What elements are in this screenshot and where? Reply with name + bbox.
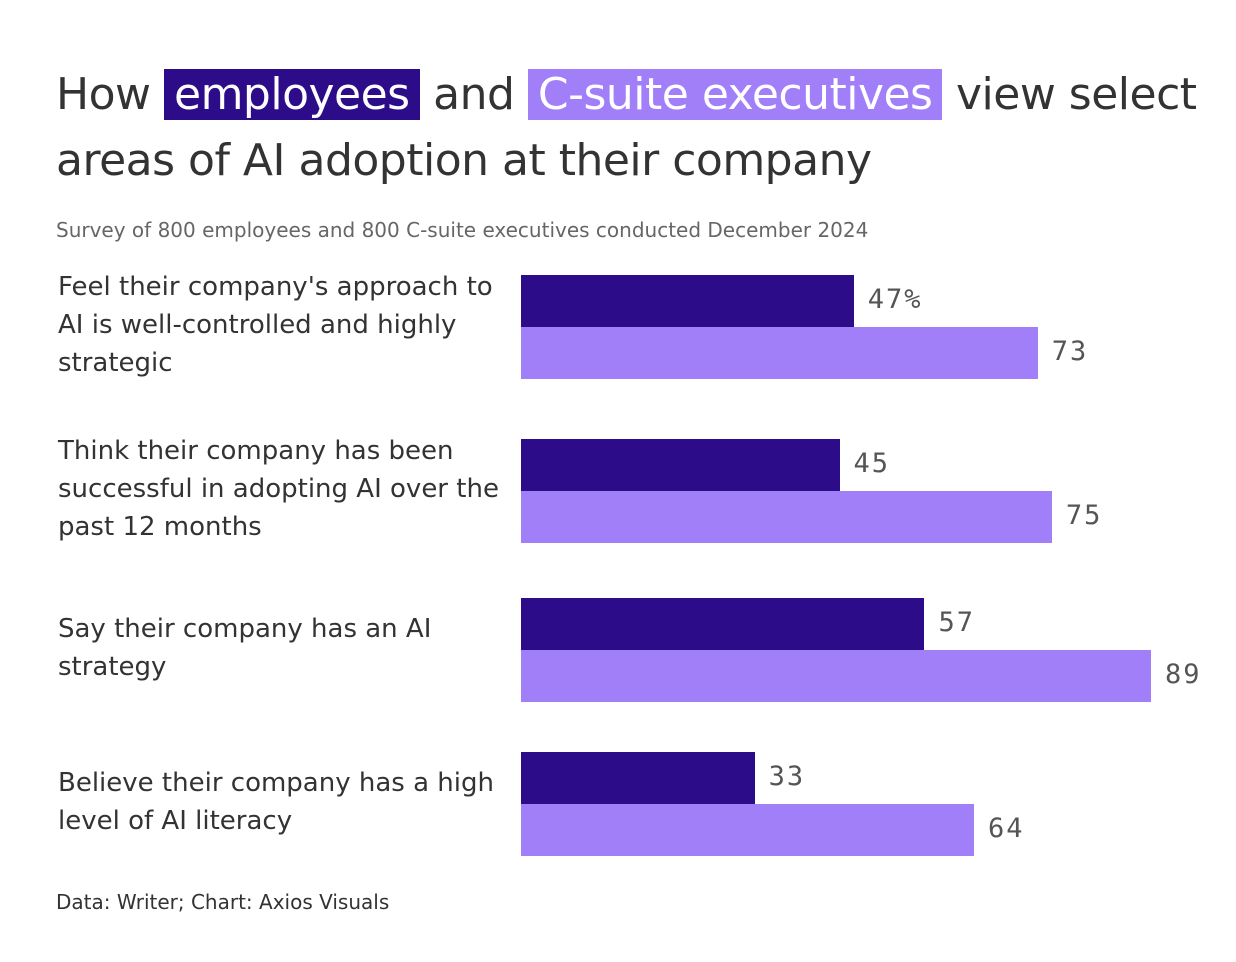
- bar-emp-2: [521, 598, 925, 650]
- value-label-emp-2: 57: [938, 607, 975, 638]
- value-label-exec-2: 89: [1165, 659, 1202, 690]
- title-part3: view select areas of AI adoption at thei…: [56, 69, 1197, 186]
- source-note: Data: Writer; Chart: Axios Visuals: [56, 890, 390, 914]
- bar-exec-3: [521, 804, 975, 856]
- title-part1: How: [56, 69, 151, 120]
- bar-exec-0: [521, 327, 1038, 379]
- chart-subtitle: Survey of 800 employees and 800 C-suite …: [56, 218, 869, 242]
- bar-emp-0: [521, 275, 854, 327]
- value-label-emp-0: 47%: [867, 284, 923, 315]
- category-label-0: Feel their company's approach to AI is w…: [58, 272, 493, 378]
- value-label-exec-0: 73: [1051, 336, 1089, 367]
- title-part2: and: [433, 69, 515, 120]
- category-label-1: Think their company has been successful …: [58, 436, 499, 542]
- bar-emp-1: [521, 439, 840, 491]
- value-label-exec-3: 64: [988, 813, 1025, 844]
- category-label-2: Say their company has an AI strategy: [58, 614, 432, 682]
- bar-emp-3: [521, 752, 755, 804]
- title-highlight-executives: C-suite executives: [527, 69, 943, 120]
- bar-exec-1: [521, 491, 1052, 543]
- category-label-3: Believe their company has a high level o…: [58, 768, 494, 836]
- chart-title: How employees and C-suite executives vie…: [56, 62, 1206, 194]
- bar-exec-2: [521, 650, 1151, 702]
- title-highlight-employees: employees: [164, 69, 420, 120]
- value-label-emp-1: 45: [853, 448, 891, 479]
- value-label-emp-3: 33: [768, 761, 806, 792]
- value-label-exec-1: 75: [1065, 500, 1103, 531]
